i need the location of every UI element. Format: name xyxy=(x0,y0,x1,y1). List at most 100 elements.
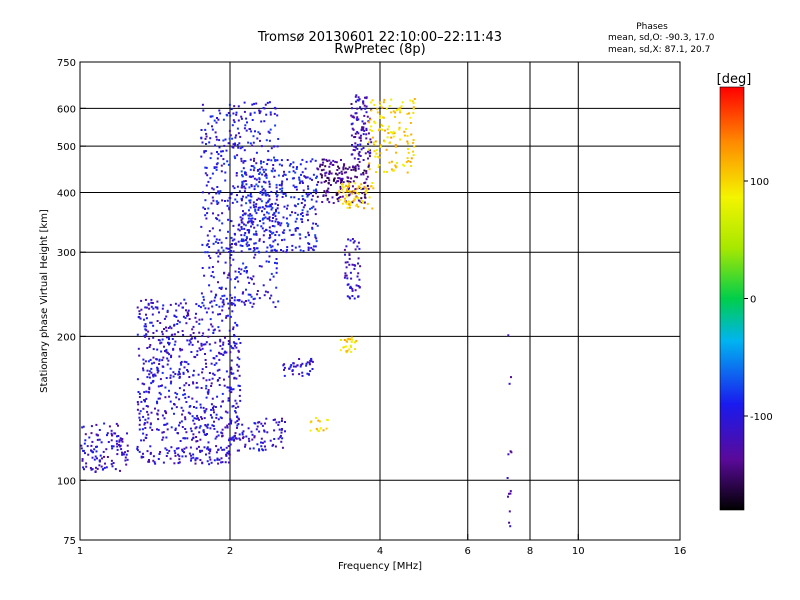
data-point xyxy=(252,135,255,138)
data-point xyxy=(148,391,150,394)
data-point xyxy=(286,222,289,225)
data-point xyxy=(259,171,262,174)
data-point xyxy=(228,423,231,426)
data-point xyxy=(363,114,366,117)
data-point xyxy=(331,196,334,199)
data-point xyxy=(204,172,207,175)
data-point xyxy=(146,421,149,424)
data-point xyxy=(280,440,283,443)
data-point xyxy=(270,208,273,211)
data-point xyxy=(194,337,197,340)
data-point xyxy=(203,150,206,153)
data-point xyxy=(370,101,373,104)
data-point xyxy=(369,128,372,131)
data-point xyxy=(273,169,276,172)
data-point xyxy=(235,402,238,405)
data-point xyxy=(262,217,264,220)
data-point xyxy=(398,126,401,129)
data-point xyxy=(328,165,331,168)
data-point xyxy=(353,341,356,344)
data-point xyxy=(258,132,261,135)
data-point xyxy=(260,162,262,165)
data-point xyxy=(258,449,261,452)
data-point xyxy=(256,137,259,140)
data-point xyxy=(399,111,402,114)
data-point xyxy=(357,257,360,260)
data-point xyxy=(400,105,403,108)
data-point xyxy=(346,206,349,209)
data-point xyxy=(165,315,168,318)
data-point xyxy=(236,449,239,452)
data-point xyxy=(412,107,415,110)
data-point xyxy=(259,206,262,209)
data-point xyxy=(182,437,185,440)
data-point xyxy=(289,365,292,368)
data-point xyxy=(245,271,248,274)
data-point xyxy=(366,115,369,118)
data-point xyxy=(259,220,261,222)
data-point xyxy=(256,198,259,201)
data-point xyxy=(227,230,229,233)
data-point xyxy=(221,347,224,350)
data-point xyxy=(177,373,180,376)
data-point xyxy=(218,352,221,355)
data-point xyxy=(345,345,348,348)
data-point xyxy=(225,370,228,373)
data-point xyxy=(269,230,272,233)
data-point xyxy=(152,459,155,462)
data-point xyxy=(351,288,354,291)
data-point xyxy=(214,293,217,296)
data-point xyxy=(371,130,373,132)
data-point xyxy=(223,162,226,165)
data-point xyxy=(150,382,153,385)
phase-stats-x: mean, sd,X: 87.1, 20.7 xyxy=(608,45,710,55)
data-point xyxy=(255,212,258,215)
data-point xyxy=(258,239,261,242)
data-point xyxy=(208,266,211,269)
data-point xyxy=(350,103,353,105)
data-point xyxy=(246,121,248,124)
data-point xyxy=(311,360,314,363)
data-point xyxy=(183,298,186,301)
data-point xyxy=(141,382,144,385)
data-point xyxy=(225,315,228,318)
data-point xyxy=(348,348,351,351)
data-point xyxy=(283,363,286,366)
data-point xyxy=(381,106,384,109)
data-point xyxy=(357,205,360,208)
data-point xyxy=(290,196,293,199)
data-point xyxy=(357,158,360,160)
data-point xyxy=(185,401,188,403)
data-point xyxy=(225,316,228,319)
y-tick-label: 100 xyxy=(57,476,76,487)
data-point xyxy=(232,436,235,439)
data-point xyxy=(357,241,360,244)
data-point xyxy=(209,177,212,180)
data-point xyxy=(236,415,239,418)
data-point xyxy=(298,358,301,360)
data-point xyxy=(345,202,348,205)
data-point xyxy=(242,239,245,242)
data-point xyxy=(222,158,225,161)
data-point xyxy=(221,428,224,431)
data-point xyxy=(169,325,172,328)
data-point xyxy=(351,289,354,292)
data-point xyxy=(251,305,254,308)
data-point xyxy=(362,147,365,149)
data-point xyxy=(171,333,174,336)
data-point xyxy=(275,186,278,189)
data-point xyxy=(139,419,141,422)
data-point xyxy=(369,149,371,152)
data-point xyxy=(115,440,118,443)
data-point xyxy=(230,388,233,391)
data-point xyxy=(369,185,372,188)
data-point xyxy=(227,343,230,346)
data-point xyxy=(286,178,288,181)
data-point xyxy=(290,234,293,236)
data-point xyxy=(178,355,181,358)
data-point xyxy=(322,168,325,171)
data-point xyxy=(348,185,351,187)
data-point xyxy=(204,128,207,131)
data-point xyxy=(218,192,221,195)
data-point xyxy=(257,250,260,253)
